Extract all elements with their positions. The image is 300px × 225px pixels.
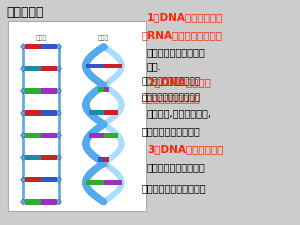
Text: 旋结构模型的主要特点？: 旋结构模型的主要特点？	[141, 184, 206, 194]
Text: 复习巩固：: 复习巩固：	[7, 6, 44, 19]
FancyBboxPatch shape	[8, 21, 145, 211]
Bar	[25, 155, 41, 160]
Bar	[41, 44, 57, 49]
Polygon shape	[56, 199, 61, 205]
Polygon shape	[21, 66, 26, 72]
Polygon shape	[21, 133, 26, 138]
Bar	[89, 110, 104, 115]
Bar	[25, 44, 41, 49]
Polygon shape	[21, 155, 26, 160]
Bar	[25, 199, 41, 205]
Polygon shape	[21, 44, 26, 50]
Text: 行的方式盘旋成双螺旋: 行的方式盘旋成双螺旋	[147, 47, 206, 57]
Bar	[86, 180, 104, 185]
Polygon shape	[56, 44, 61, 50]
Bar	[104, 133, 118, 138]
Text: 的主要存在场所？的磷酸: 的主要存在场所？的磷酸	[141, 78, 200, 87]
Text: 1、DNA分子由两条链: 1、DNA分子由两条链	[147, 12, 224, 22]
Bar	[104, 63, 122, 68]
Bar	[41, 199, 57, 205]
Bar	[104, 180, 122, 185]
Text: 列在外侧,构成基本背架,: 列在外侧,构成基本背架,	[147, 109, 212, 119]
Bar	[41, 155, 57, 160]
Bar	[41, 110, 57, 116]
Bar	[104, 157, 109, 162]
Text: 平面图: 平面图	[35, 35, 46, 41]
Text: 立体图: 立体图	[98, 35, 109, 41]
Polygon shape	[56, 133, 61, 138]
Bar	[25, 110, 41, 116]
Polygon shape	[56, 66, 61, 72]
Bar	[86, 63, 104, 68]
Bar	[104, 87, 109, 92]
Text: 结构.: 结构.	[147, 62, 162, 72]
Polygon shape	[21, 110, 26, 116]
Polygon shape	[56, 177, 61, 183]
Polygon shape	[56, 110, 61, 116]
Polygon shape	[21, 88, 26, 94]
Bar	[25, 88, 41, 94]
Text: 2、DNA分子场所: 2、DNA分子场所	[147, 77, 211, 87]
Polygon shape	[21, 199, 26, 205]
Polygon shape	[56, 88, 61, 94]
Text: 的碱基通过氢键连接成: 的碱基通过氢键连接成	[147, 162, 206, 172]
Bar	[104, 110, 118, 115]
Bar	[98, 157, 104, 162]
Polygon shape	[21, 177, 26, 183]
Bar	[25, 66, 41, 71]
Bar	[25, 177, 41, 182]
Text: 和膜等接糖交替连接，: 和膜等接糖交替连接，	[141, 93, 200, 103]
Bar	[25, 133, 41, 138]
Bar	[41, 88, 57, 94]
Bar	[89, 133, 104, 138]
Bar	[41, 133, 57, 138]
Text: 3、DNA分子两条链上: 3、DNA分子两条链上	[147, 144, 224, 154]
Text: 和RNA在真核细胞中的分: 和RNA在真核细胞中的分	[141, 30, 222, 40]
Bar	[41, 177, 57, 182]
Polygon shape	[56, 155, 61, 160]
Text: 专物质的三个经典实验？: 专物质的三个经典实验？	[141, 93, 200, 102]
Bar	[41, 66, 57, 71]
Bar	[98, 87, 104, 92]
Text: 旋结构模型的提出者是: 旋结构模型的提出者是	[141, 126, 200, 137]
